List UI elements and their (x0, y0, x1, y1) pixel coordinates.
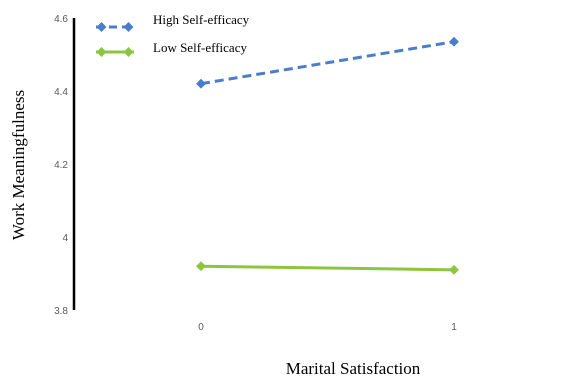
series-line-low-self-efficacy (200, 264, 455, 272)
x-tick-label: 0 (198, 322, 204, 333)
legend-marker-low-self-efficacy (123, 47, 134, 57)
data-point-low-self-efficacy (196, 261, 206, 272)
y-tick-label: 4.2 (54, 160, 68, 171)
y-tick-label: 4.4 (54, 87, 68, 98)
y-tick-label: 4.6 (54, 14, 68, 25)
x-axis-title: Marital Satisfaction (286, 359, 421, 378)
data-point-high-self-efficacy (196, 78, 206, 89)
legend-label-high-self-efficacy: High Self-efficacy (153, 12, 250, 27)
series-line-high-self-efficacy (200, 40, 455, 86)
data-point-high-self-efficacy (449, 36, 459, 47)
legend-label-low-self-efficacy: Low Self-efficacy (153, 40, 247, 55)
legend-marker-low-self-efficacy (96, 47, 107, 57)
series-layer (196, 36, 459, 275)
y-tick-label: 4 (62, 233, 68, 244)
y-tick-labels: 3.8 4 4.2 4.4 4.6 (54, 14, 68, 317)
y-tick-label: 3.8 (54, 306, 68, 317)
x-tick-label: 1 (451, 322, 457, 333)
legend-marker-high-self-efficacy (123, 22, 134, 32)
data-point-low-self-efficacy (449, 264, 459, 275)
legend: High Self-efficacy Low Self-efficacy (96, 12, 250, 57)
y-axis-title: Work Meaningfulness (9, 90, 28, 240)
legend-marker-high-self-efficacy (96, 22, 107, 32)
